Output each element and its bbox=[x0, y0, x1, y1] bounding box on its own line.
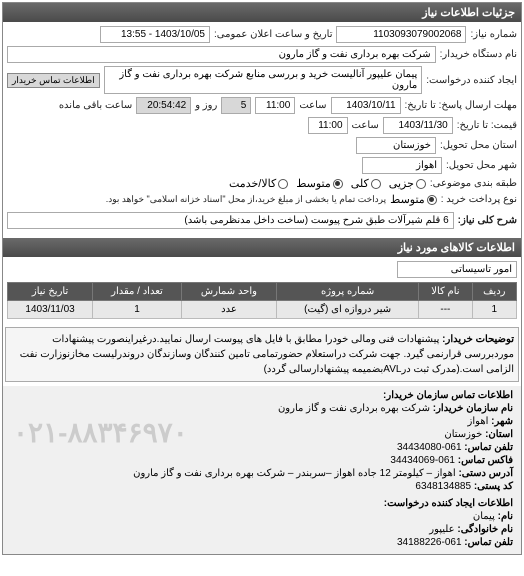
radio-option-0[interactable]: جزیی bbox=[389, 177, 426, 190]
payment-note: پرداخت تمام یا بخشی از مبلغ خرید،از محل … bbox=[106, 194, 386, 205]
announce-value: 1403/10/05 - 13:55 bbox=[100, 26, 210, 43]
delivery-city-label: شهر محل تحویل: bbox=[446, 160, 517, 171]
payment-radio[interactable]: متوسط bbox=[390, 193, 437, 206]
radio-label-2: متوسط bbox=[296, 177, 331, 190]
requester-value: پیمان علیپور آنالیست خرید و بررسی منابع … bbox=[104, 66, 423, 94]
org-province-value: خوزستان bbox=[444, 429, 482, 440]
radio-label-0: جزیی bbox=[389, 177, 414, 190]
deadline-send-days: 5 bbox=[221, 97, 251, 114]
th-1: نام کالا bbox=[419, 283, 472, 301]
deadline-price-time-label: ساعت bbox=[352, 120, 379, 131]
req-name-label: نام: bbox=[498, 511, 513, 522]
th-0: ردیف bbox=[472, 283, 516, 301]
deadline-send-days-label: روز و bbox=[195, 100, 217, 111]
delivery-province-value: خوزستان bbox=[356, 137, 436, 154]
radio-dot-icon bbox=[278, 179, 288, 189]
org-fax-label: فاکس تماس: bbox=[458, 455, 513, 466]
deadline-send-remain-label: ساعت باقی مانده bbox=[59, 100, 132, 111]
org-contact-title: اطلاعات تماس سازمان خریدار: bbox=[11, 390, 513, 401]
deadline-send-time-label: ساعت bbox=[299, 100, 326, 111]
radio-dot-icon bbox=[427, 195, 437, 205]
deadline-price-date: 1403/11/30 bbox=[383, 117, 453, 134]
requester-label: ایجاد کننده درخواست: bbox=[426, 75, 517, 86]
th-3: واحد شمارش bbox=[181, 283, 276, 301]
org-city-label: شهر: bbox=[491, 416, 513, 427]
deadline-price-label: قیمت: تا تاریخ: bbox=[457, 120, 517, 131]
buyer-note-box: توضیحات خریدار: پیشنهادات فنی ومالی خودر… bbox=[5, 327, 519, 382]
radio-dot-icon bbox=[416, 179, 426, 189]
buyer-org-value: شرکت بهره برداری نفت و گاز مارون bbox=[7, 46, 436, 63]
radio-option-2[interactable]: متوسط bbox=[296, 177, 343, 190]
th-5: تاریخ نیاز bbox=[8, 283, 93, 301]
request-number-label: شماره نیاز: bbox=[470, 29, 517, 40]
contact-section: ۰۲۱-۸۸۳۴۶۹۷۰ اطلاعات تماس سازمان خریدار:… bbox=[3, 386, 521, 554]
radio-dot-icon bbox=[333, 179, 343, 189]
td-2: شیر دروازه ای (گیت) bbox=[277, 301, 419, 319]
deadline-send-label: مهلت ارسال پاسخ: تا تاریخ: bbox=[405, 100, 517, 111]
buyer-org-label: نام دستگاه خریدار: bbox=[440, 49, 517, 60]
request-number-value: 1103093079002068 bbox=[336, 26, 466, 43]
radio-option-1[interactable]: کلی bbox=[351, 177, 381, 190]
th-2: شماره پروژه bbox=[277, 283, 419, 301]
delivery-province-label: استان محل تحویل: bbox=[440, 140, 517, 151]
radio-dot-icon bbox=[371, 179, 381, 189]
org-province-label: استان: bbox=[485, 429, 513, 440]
org-phone-label: تلفن تماس: bbox=[464, 442, 513, 453]
group-type-radios: جزیی کلی متوسط کالا/خدمت bbox=[229, 177, 426, 190]
panel-title: جزئیات اطلاعات نیاز bbox=[3, 3, 521, 22]
goods-section-title: اطلاعات کالاهای مورد نیاز bbox=[3, 238, 521, 257]
req-name-value: پیمان bbox=[473, 511, 495, 522]
payment-radio-label: متوسط bbox=[390, 193, 425, 206]
td-3: عدد bbox=[181, 301, 276, 319]
deadline-price-time: 11:00 bbox=[308, 117, 348, 134]
deadline-send-time: 11:00 bbox=[255, 97, 295, 114]
org-address-value: اهواز – کیلومتر 12 جاده اهواز –سربندر – … bbox=[133, 468, 456, 479]
org-address-label: آدرس دستی: bbox=[458, 468, 513, 479]
radio-option-3[interactable]: کالا/خدمت bbox=[229, 177, 288, 190]
td-4: 1 bbox=[93, 301, 182, 319]
req-phone-value: 061-34188226 bbox=[397, 537, 462, 548]
payment-type-label: نوع پرداخت خرید : bbox=[441, 194, 517, 205]
buyer-note-label: توضیحات خریدار: bbox=[442, 334, 514, 345]
main-panel: جزئیات اطلاعات نیاز شماره نیاز: 11030930… bbox=[2, 2, 522, 555]
req-family-value: علیپور bbox=[429, 524, 454, 535]
requester-contact-title: اطلاعات ایجاد کننده درخواست: bbox=[11, 498, 513, 509]
radio-label-3: کالا/خدمت bbox=[229, 177, 276, 190]
org-name-value: شرکت بهره برداری نفت و گاز مارون bbox=[278, 403, 430, 414]
req-family-label: نام خانوادگی: bbox=[457, 524, 513, 535]
org-name-label: نام سازمان خریدار: bbox=[433, 403, 513, 414]
goods-label: امور تاسیساتی bbox=[397, 261, 517, 278]
table-header-row: ردیف نام کالا شماره پروژه واحد شمارش تعد… bbox=[8, 283, 517, 301]
deadline-send-date: 1403/10/11 bbox=[331, 97, 401, 114]
td-1: --- bbox=[419, 301, 472, 319]
form-section: شماره نیاز: 1103093079002068 تاریخ و ساع… bbox=[3, 22, 521, 236]
org-city-value: اهواز bbox=[468, 416, 489, 427]
goods-table: ردیف نام کالا شماره پروژه واحد شمارش تعد… bbox=[7, 282, 517, 319]
table-row: 1 --- شیر دروازه ای (گیت) عدد 1 1403/11/… bbox=[8, 301, 517, 319]
td-5: 1403/11/03 bbox=[8, 301, 93, 319]
announce-label: تاریخ و ساعت اعلان عمومی: bbox=[214, 29, 333, 40]
org-fax-value: 061-34434069 bbox=[390, 455, 455, 466]
deadline-send-remain: 20:54:42 bbox=[136, 97, 191, 114]
delivery-city-value: اهواز bbox=[362, 157, 442, 174]
td-0: 1 bbox=[472, 301, 516, 319]
contact-buyer-button[interactable]: اطلاعات تماس خریدار bbox=[7, 73, 100, 88]
th-4: تعداد / مقدار bbox=[93, 283, 182, 301]
group-type-label: طبقه بندی موضوعی: bbox=[430, 178, 517, 189]
req-phone-label: تلفن تماس: bbox=[464, 537, 513, 548]
buyer-note-text: پیشنهادات فنی ومالی خودرا مطابق با فایل … bbox=[20, 334, 514, 375]
org-phone-value: 061-34434080 bbox=[397, 442, 462, 453]
subject-label: شرح کلی نیاز: bbox=[458, 215, 517, 226]
org-postal-label: کد پستی: bbox=[474, 481, 513, 492]
radio-label-1: کلی bbox=[351, 177, 369, 190]
subject-value: 6 قلم شیرآلات طبق شرح پیوست (ساخت داخل م… bbox=[7, 212, 454, 229]
org-postal-value: 6348134885 bbox=[415, 481, 471, 492]
